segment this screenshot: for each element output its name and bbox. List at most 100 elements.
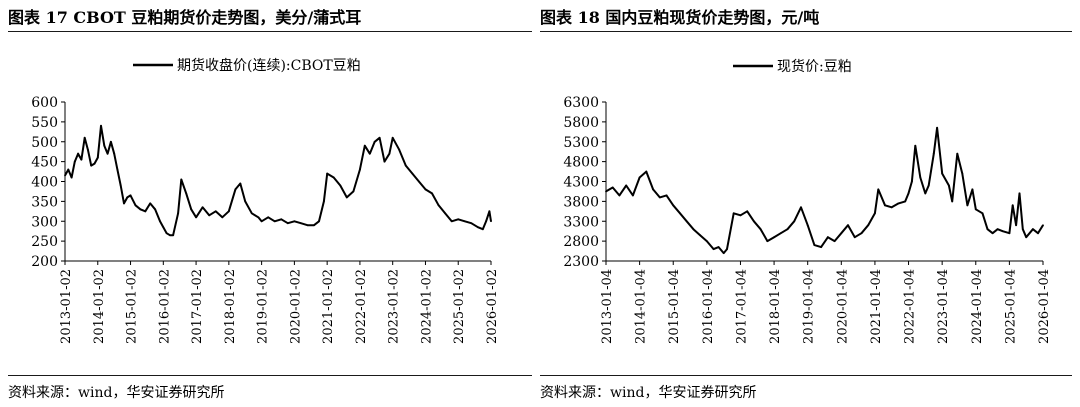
data-point (911, 180, 913, 183)
data-point (947, 184, 950, 187)
x-tick-label: 2024-01-04 (970, 269, 985, 344)
data-point (974, 208, 977, 211)
data-point (119, 184, 122, 187)
y-tick-label: 300 (31, 214, 58, 230)
x-tick-label: 2024-01-02 (419, 269, 434, 344)
y-tick-label: 3800 (563, 194, 599, 210)
data-point (250, 212, 253, 215)
data-point (345, 196, 348, 199)
data-point (773, 236, 775, 239)
data-point (1015, 224, 1018, 227)
data-point (991, 232, 994, 235)
y-tick-label: 5300 (563, 135, 599, 151)
data-point (73, 160, 76, 163)
data-point (273, 220, 276, 223)
data-point (267, 216, 270, 219)
data-point (180, 178, 183, 181)
data-point (672, 204, 675, 207)
y-tick-label: 5800 (563, 115, 599, 131)
y-tick-label: 550 (31, 115, 58, 131)
data-point (658, 196, 661, 199)
data-point (932, 152, 935, 155)
data-point (463, 220, 466, 223)
data-point (914, 144, 917, 147)
x-tick-label: 2013-01-04 (600, 269, 615, 344)
data-point (378, 136, 381, 139)
data-point (239, 182, 242, 185)
x-tick-label: 2025-01-04 (1003, 269, 1018, 344)
data-point (444, 212, 447, 215)
data-point (404, 164, 407, 167)
data-point (732, 212, 735, 215)
data-point (927, 184, 930, 187)
y-tick-label: 250 (31, 234, 58, 250)
data-point (431, 192, 433, 195)
data-point (286, 222, 289, 225)
data-point (840, 232, 843, 235)
x-tick-label: 2016-01-02 (157, 269, 172, 344)
data-point (746, 210, 749, 213)
y-tick-label: 500 (31, 135, 58, 151)
data-point (185, 192, 188, 195)
data-point (793, 220, 796, 223)
data-point (800, 206, 802, 209)
data-point (605, 190, 607, 193)
data-point (951, 200, 954, 203)
x-tick-label: 2018-01-04 (768, 269, 783, 344)
cbot-soymeal-futures-chart: 200 250 300 350 400 450 500 550 600 2013-01-02 201… (31, 57, 500, 344)
data-point (820, 246, 823, 248)
data-point (373, 140, 376, 143)
data-point (90, 164, 93, 167)
data-point (424, 188, 427, 191)
chart-title-left: 图表 17 CBOT 豆粕期货价走势图，美分/蒲式耳 (8, 8, 362, 27)
y-tick-label: 2300 (563, 254, 599, 270)
data-point (208, 214, 211, 217)
data-point (679, 212, 681, 215)
data-point (485, 220, 487, 223)
data-point (332, 176, 335, 179)
data-point (884, 204, 886, 207)
source-divider-left (8, 375, 532, 376)
data-point (874, 212, 876, 215)
data-point (961, 172, 964, 175)
data-point (847, 224, 849, 227)
data-point (652, 188, 654, 191)
data-point (826, 236, 829, 239)
domestic-soymeal-spot-chart: 2300 2800 3300 3800 4300 4800 5300 5800 6300 2013… (563, 58, 1052, 344)
y-tick-label: 600 (31, 95, 58, 111)
x-tick-label: 2017-01-04 (734, 269, 749, 344)
data-point (833, 240, 836, 243)
data-point (326, 172, 329, 175)
data-point (986, 228, 989, 231)
data-point (853, 236, 856, 239)
y-tick-label: 4300 (563, 175, 599, 191)
legend-label: 现货价:豆粕 (777, 58, 852, 75)
data-point (766, 240, 769, 243)
data-point (93, 162, 96, 165)
data-point (352, 190, 355, 193)
data-point (699, 234, 702, 237)
data-point (877, 188, 880, 191)
data-point (1025, 236, 1028, 239)
data-point (103, 144, 106, 147)
data-point (645, 170, 648, 173)
data-point (313, 224, 315, 227)
y-tick-label: 2800 (563, 234, 599, 250)
y-tick-label: 4800 (563, 155, 599, 171)
data-point (306, 224, 309, 227)
data-point (190, 208, 193, 211)
data-point (64, 174, 66, 177)
data-point (867, 224, 870, 227)
x-tick-label: 2016-01-04 (701, 269, 716, 344)
data-point (339, 184, 342, 187)
data-point (712, 248, 715, 250)
data-point (322, 200, 325, 203)
data-point (1001, 230, 1004, 233)
data-point (126, 196, 129, 199)
x-tick-label: 2026-01-04 (1037, 269, 1052, 344)
data-point (214, 210, 217, 213)
data-point (1032, 228, 1034, 231)
source-divider-right (540, 375, 1072, 376)
title-divider-right (540, 31, 1072, 32)
data-point (966, 204, 969, 207)
